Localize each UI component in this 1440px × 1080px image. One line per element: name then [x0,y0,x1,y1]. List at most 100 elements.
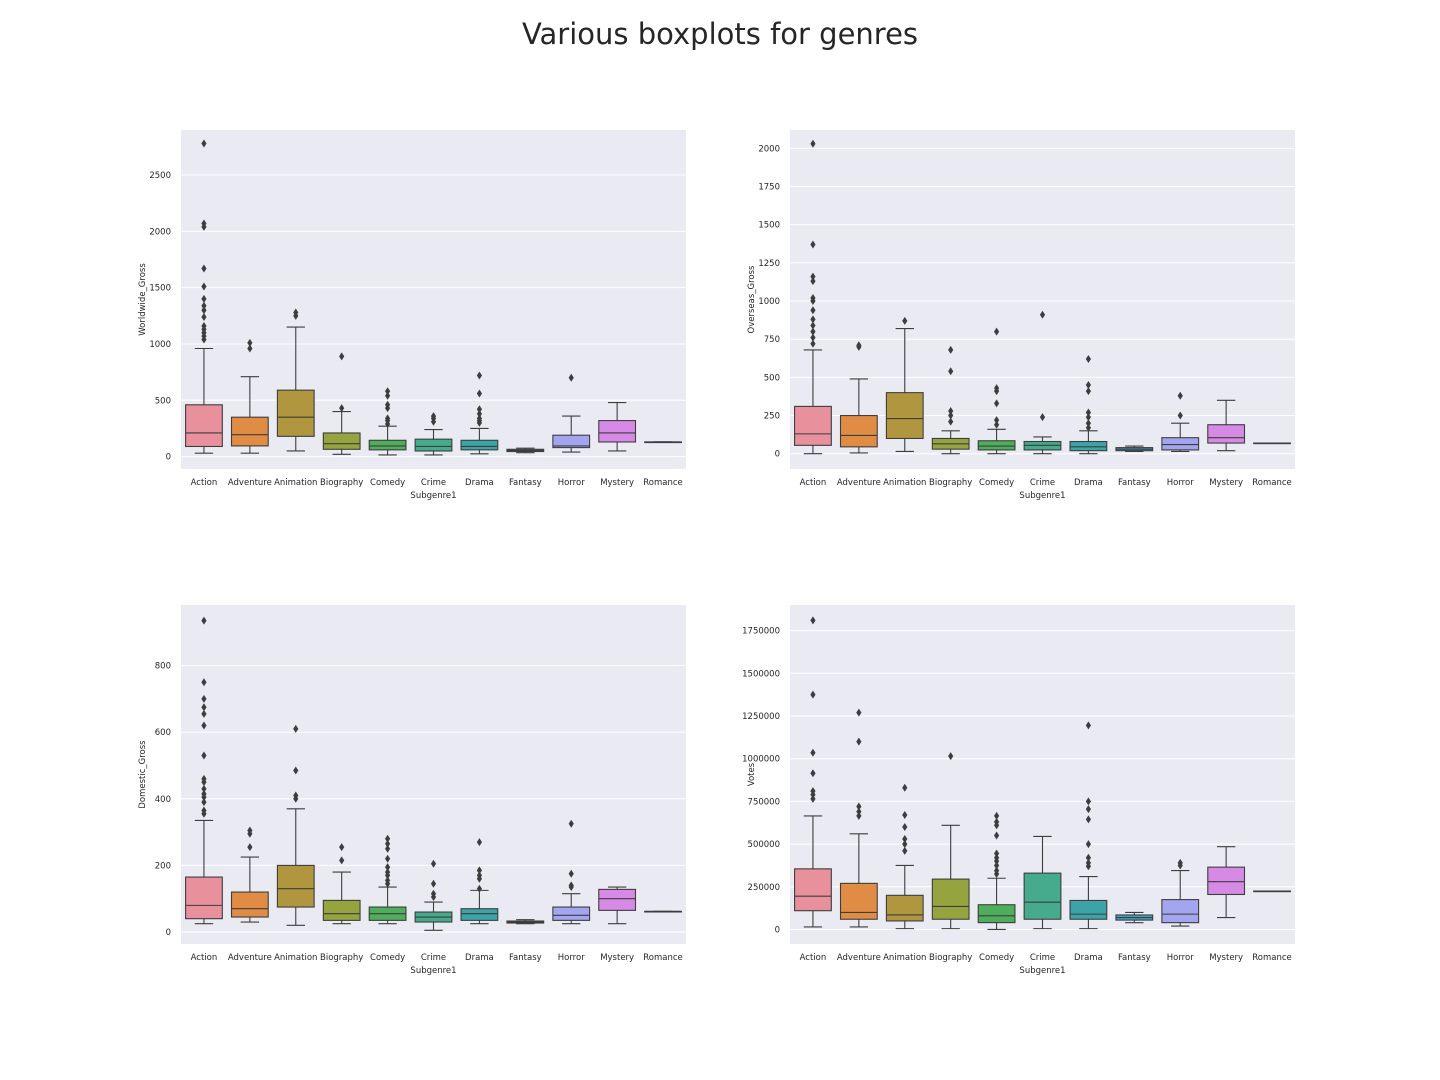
outlier-point [810,240,816,249]
y-tick-label: 1750 [758,183,780,193]
outlier-point [993,811,1000,820]
outlier-point [993,853,1000,862]
outlier-point [476,389,483,398]
outlier-point [384,854,391,863]
outlier-point [247,843,253,852]
x-tick-label: Drama [465,478,494,488]
y-tick-label: 2000 [758,144,780,154]
box-adventure [230,338,269,454]
outlier-point [810,616,816,625]
box-iqr [368,439,407,451]
box-biography [322,352,361,455]
outlier-point [902,823,908,832]
outlier-point [201,789,207,798]
outlier-point [476,409,483,418]
box-romance [644,910,682,913]
outlier-point [810,306,816,315]
box-iqr [839,882,878,920]
outlier-point [201,806,207,815]
outlier-point [568,819,574,828]
outlier-point [948,417,954,426]
outlier-point [1085,840,1092,849]
x-tick-label: Mystery [1209,953,1243,963]
box-iqr [460,439,499,451]
outlier-point [201,294,207,303]
box-iqr [552,434,591,449]
outlier-point [810,277,816,286]
x-tick-label: Biography [929,953,972,963]
outlier-point [293,308,299,317]
box-horror [552,373,591,453]
outlier-point [902,316,908,325]
box-iqr [1069,440,1108,452]
y-tick-label: 500 [764,373,780,383]
outlier-point [1085,721,1092,730]
domestic-gross-boxes [185,616,682,931]
box-horror [1161,391,1200,452]
x-tick-label: Romance [643,478,683,488]
outlier-point [1177,858,1183,867]
x-tick-label: Horror [558,478,585,488]
outlier-point [993,849,1000,858]
box-crime [1023,310,1062,455]
outlier-point [993,416,1000,425]
outlier-point [993,420,1000,429]
x-tick-label: Biography [320,953,363,963]
y-tick-label: 800 [155,662,171,672]
outlier-point [384,863,391,872]
y-tick-label: 1500 [758,221,780,231]
outlier-point [810,315,816,324]
x-tick-label: Mystery [1209,478,1243,488]
outlier-point [201,694,207,703]
box-mystery [598,886,637,925]
outlier-point [856,341,862,350]
y-tick-label: 1000000 [742,755,780,765]
domestic-gross-y-axis-label: Domestic_Gross [138,740,148,809]
outlier-point [476,371,483,380]
x-tick-label: Comedy [370,953,405,963]
outlier-point [384,844,391,853]
x-tick-label: Action [800,953,827,963]
outlier-point [1085,853,1092,862]
outlier-point [476,405,483,414]
outlier-point [384,868,391,877]
x-tick-label: Comedy [979,953,1014,963]
outlier-point [948,406,954,415]
outlier-point [902,846,908,855]
x-tick-label: Fantasy [509,478,542,488]
outlier-point [201,219,207,228]
x-tick-label: Crime [421,953,446,963]
outlier-point [568,869,574,878]
box-adventure [839,341,878,454]
outlier-point [810,321,816,330]
outlier-point [810,327,816,336]
outlier-point [1039,310,1046,319]
box-adventure [839,708,878,928]
box-romance [644,441,682,444]
x-tick-label: Action [191,953,218,963]
outlier-point [201,321,207,330]
x-tick-label: Drama [1074,478,1103,488]
outlier-point [247,338,253,347]
y-tick-label: 0 [775,925,780,935]
box-iqr [1161,899,1200,924]
y-tick-label: 750000 [748,797,780,807]
outlier-point [1085,419,1092,428]
box-action [185,139,223,454]
outlier-point [810,293,816,302]
x-tick-label: Romance [1252,953,1292,963]
outlier-point [476,414,483,423]
outlier-point [384,876,391,885]
outlier-point [339,843,345,852]
x-tick-label: Drama [1074,953,1103,963]
box-iqr [1161,437,1200,451]
outlier-point [1085,805,1092,814]
outlier-point [1085,413,1092,422]
outlier-point [430,412,437,421]
outlier-point [856,811,862,820]
outlier-point [201,709,207,718]
outlier-point [1085,387,1092,396]
outlier-point [993,384,1000,393]
worldwide-gross-y-axis-label: Worldwide_Gross [138,263,148,336]
